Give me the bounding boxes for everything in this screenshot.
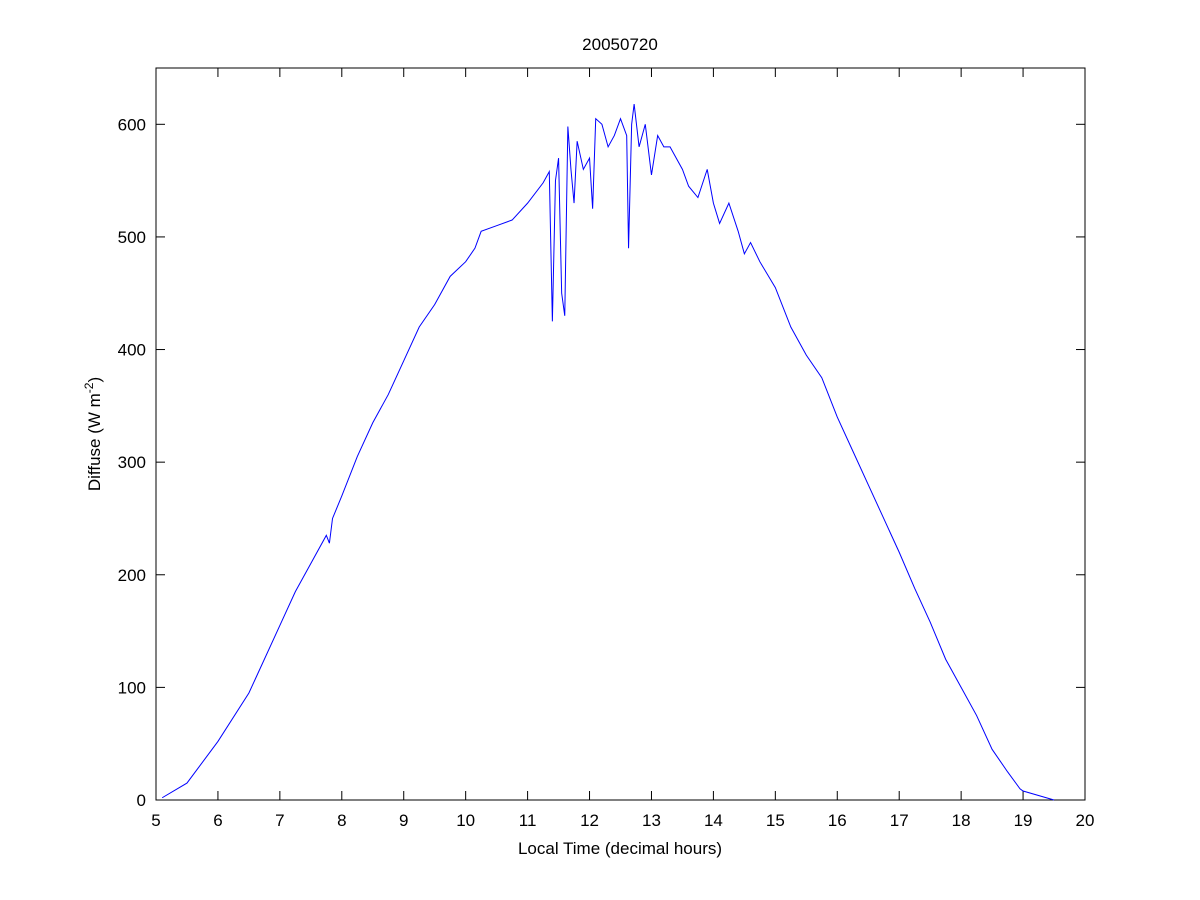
x-tick-label: 13 [642, 811, 661, 830]
x-tick-label: 15 [766, 811, 785, 830]
y-axis-label: Diffuse (W m-2) [82, 377, 104, 491]
x-tick-label: 14 [704, 811, 723, 830]
y-tick-label: 400 [118, 341, 146, 360]
x-tick-label: 6 [213, 811, 222, 830]
y-tick-label: 600 [118, 115, 146, 134]
y-tick-label: 500 [118, 228, 146, 247]
chart-title: 20050720 [582, 35, 658, 54]
y-axis-label-text: Diffuse (W m [85, 393, 104, 491]
x-tick-label: 11 [519, 811, 537, 830]
y-tick-label: 200 [118, 566, 146, 585]
x-tick-label: 5 [151, 811, 160, 830]
x-tick-label: 20 [1076, 811, 1095, 830]
x-tick-label: 19 [1014, 811, 1033, 830]
x-tick-label: 9 [399, 811, 408, 830]
x-tick-label: 16 [828, 811, 847, 830]
y-tick-label: 300 [118, 453, 146, 472]
x-tick-label: 17 [890, 811, 909, 830]
x-tick-label: 18 [952, 811, 971, 830]
plot-frame [155, 67, 1086, 801]
y-axis-label-suffix: ) [85, 377, 104, 383]
x-axis-label: Local Time (decimal hours) [518, 839, 722, 858]
y-axis-label-superscript: -2 [82, 382, 96, 393]
y-tick-label: 0 [137, 791, 146, 810]
x-tick-label: 12 [580, 811, 599, 830]
y-tick-label: 100 [118, 678, 146, 697]
x-tick-label: 8 [337, 811, 346, 830]
x-tick-label: 7 [275, 811, 284, 830]
data-line [161, 103, 1055, 801]
x-tick-label: 10 [456, 811, 475, 830]
